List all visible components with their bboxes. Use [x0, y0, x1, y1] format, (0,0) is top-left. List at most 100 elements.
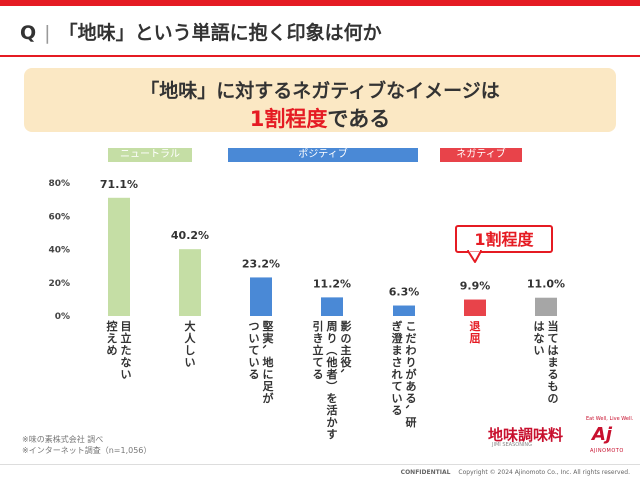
x-label-char: が: [406, 367, 417, 381]
jimi-seasoning-logo: 地味調味料 JIMI SEASONING: [488, 424, 564, 448]
callout-box: 1割程度: [455, 225, 553, 263]
question-title: Q | 「地味」という単語に抱く印象は何か: [20, 18, 382, 45]
x-label-char: な: [121, 356, 132, 369]
x-label-char: き: [313, 332, 324, 345]
bar: [393, 305, 415, 316]
x-label-char: て: [313, 356, 324, 369]
summary-banner: 「地味」に対するネガティブなイメージは 1割程度である: [24, 68, 616, 132]
x-label-char: の: [341, 332, 352, 345]
value-label: 71.1%: [100, 178, 138, 191]
x-label-char: 控: [107, 319, 118, 333]
x-label-char: も: [548, 380, 559, 393]
x-label-char: 退: [470, 319, 481, 333]
question-mark: Q: [20, 22, 37, 44]
x-label-char: ）: [325, 381, 338, 392]
x-label-char: た: [121, 344, 132, 357]
jimi-seasoning-logo-text: 地味調味料: [488, 426, 564, 444]
x-label-char: い: [121, 368, 132, 381]
x-label-char: て: [548, 332, 559, 345]
bar: [535, 297, 557, 316]
x-label-char: 当: [548, 319, 559, 333]
value-label: 6.3%: [389, 286, 420, 299]
x-label-char: の: [548, 392, 559, 405]
x-label-char: 、: [261, 345, 274, 356]
x-label-char: か: [327, 416, 338, 429]
x-label-char: 堅: [263, 320, 274, 333]
value-label: 40.2%: [171, 229, 209, 242]
x-label-char: れ: [392, 368, 403, 381]
method-note: ※インターネット調査（n=1,056）: [22, 446, 152, 455]
footer: CONFIDENTIAL Copyright © 2024 Ajinomoto C…: [0, 464, 640, 481]
x-label-char: を: [327, 392, 338, 405]
bar-chart: 0% 20% 40% 60% 80% 71.1% 40.2% 23.2% 11.2% 6.3% 9…: [48, 178, 565, 441]
banner-line1: 「地味」に対するネガティブなイメージは: [140, 80, 500, 102]
x-label-char: あ: [406, 380, 417, 393]
x-label-char: て: [249, 344, 260, 357]
x-label-char: 屈: [470, 332, 481, 345]
value-label: 9.9%: [460, 280, 491, 293]
x-label-char: 地: [263, 355, 274, 369]
x-category-label: 退屈: [470, 319, 481, 345]
x-label-char: わ: [406, 344, 417, 357]
x-label-char: る: [313, 368, 324, 381]
title-separator: |: [44, 22, 51, 44]
x-label-char: し: [185, 344, 196, 357]
x-label-char: る: [406, 392, 417, 405]
y-tick-label: 60%: [48, 212, 70, 222]
x-label-char: 研: [406, 416, 417, 429]
x-label-char: い: [249, 332, 260, 345]
x-label-char: て: [392, 380, 403, 393]
title-rule: [0, 55, 640, 57]
x-label-char: は: [534, 320, 545, 333]
x-label-char: だ: [406, 332, 417, 345]
x-label-char: 周: [327, 320, 338, 333]
x-label-char: ま: [392, 344, 403, 357]
x-label-char: え: [107, 332, 118, 345]
x-label-char: 活: [327, 403, 338, 417]
x-label-char: は: [548, 344, 559, 357]
footer-confidential: CONFIDENTIAL: [400, 469, 451, 476]
value-label: 11.2%: [313, 277, 351, 290]
y-tick-label: 20%: [48, 279, 70, 289]
x-label-char: 足: [263, 380, 275, 393]
callout-text: 1割程度: [474, 230, 534, 249]
x-label-char: め: [107, 344, 118, 357]
x-label-char: 立: [313, 343, 324, 357]
x-label-char: い: [534, 344, 545, 357]
x-label-char: 者: [326, 367, 338, 381]
x-label-char: ぎ: [392, 319, 403, 333]
x-label-char: す: [327, 428, 338, 441]
y-tick-label: 40%: [48, 246, 70, 256]
footer-text: CONFIDENTIAL Copyright © 2024 Ajinomoto C…: [401, 469, 630, 476]
top-accent-line: [0, 0, 640, 6]
category-neutral: ニュートラル: [108, 148, 192, 162]
x-label-char: 澄: [392, 331, 404, 345]
ajinomoto-logo-icon: Aj: [592, 424, 613, 445]
banner-line2: 1割程度である: [24, 103, 616, 133]
bar: [250, 277, 272, 316]
bar: [321, 297, 343, 316]
x-label-char: ま: [548, 356, 559, 369]
banner-highlight: 1割程度: [249, 107, 328, 131]
x-label-char: り: [406, 356, 417, 369]
x-label-char: り: [327, 332, 338, 345]
bar: [464, 299, 486, 316]
y-tick-label: 0%: [55, 312, 70, 322]
bar: [179, 249, 201, 316]
x-label-char: る: [392, 404, 403, 417]
x-label-char: （: [325, 345, 338, 356]
x-label-char: い: [185, 356, 196, 369]
banner-line2-rest: である: [327, 107, 391, 131]
ajinomoto-name: AJINOMOTO: [590, 448, 624, 454]
x-label-char: い: [392, 392, 403, 405]
x-label-char: 目: [121, 320, 132, 333]
x-label-char: 役: [340, 355, 352, 369]
x-label-char: 主: [341, 343, 352, 357]
x-label-char: こ: [406, 320, 417, 333]
x-label-char: 大: [185, 319, 196, 333]
